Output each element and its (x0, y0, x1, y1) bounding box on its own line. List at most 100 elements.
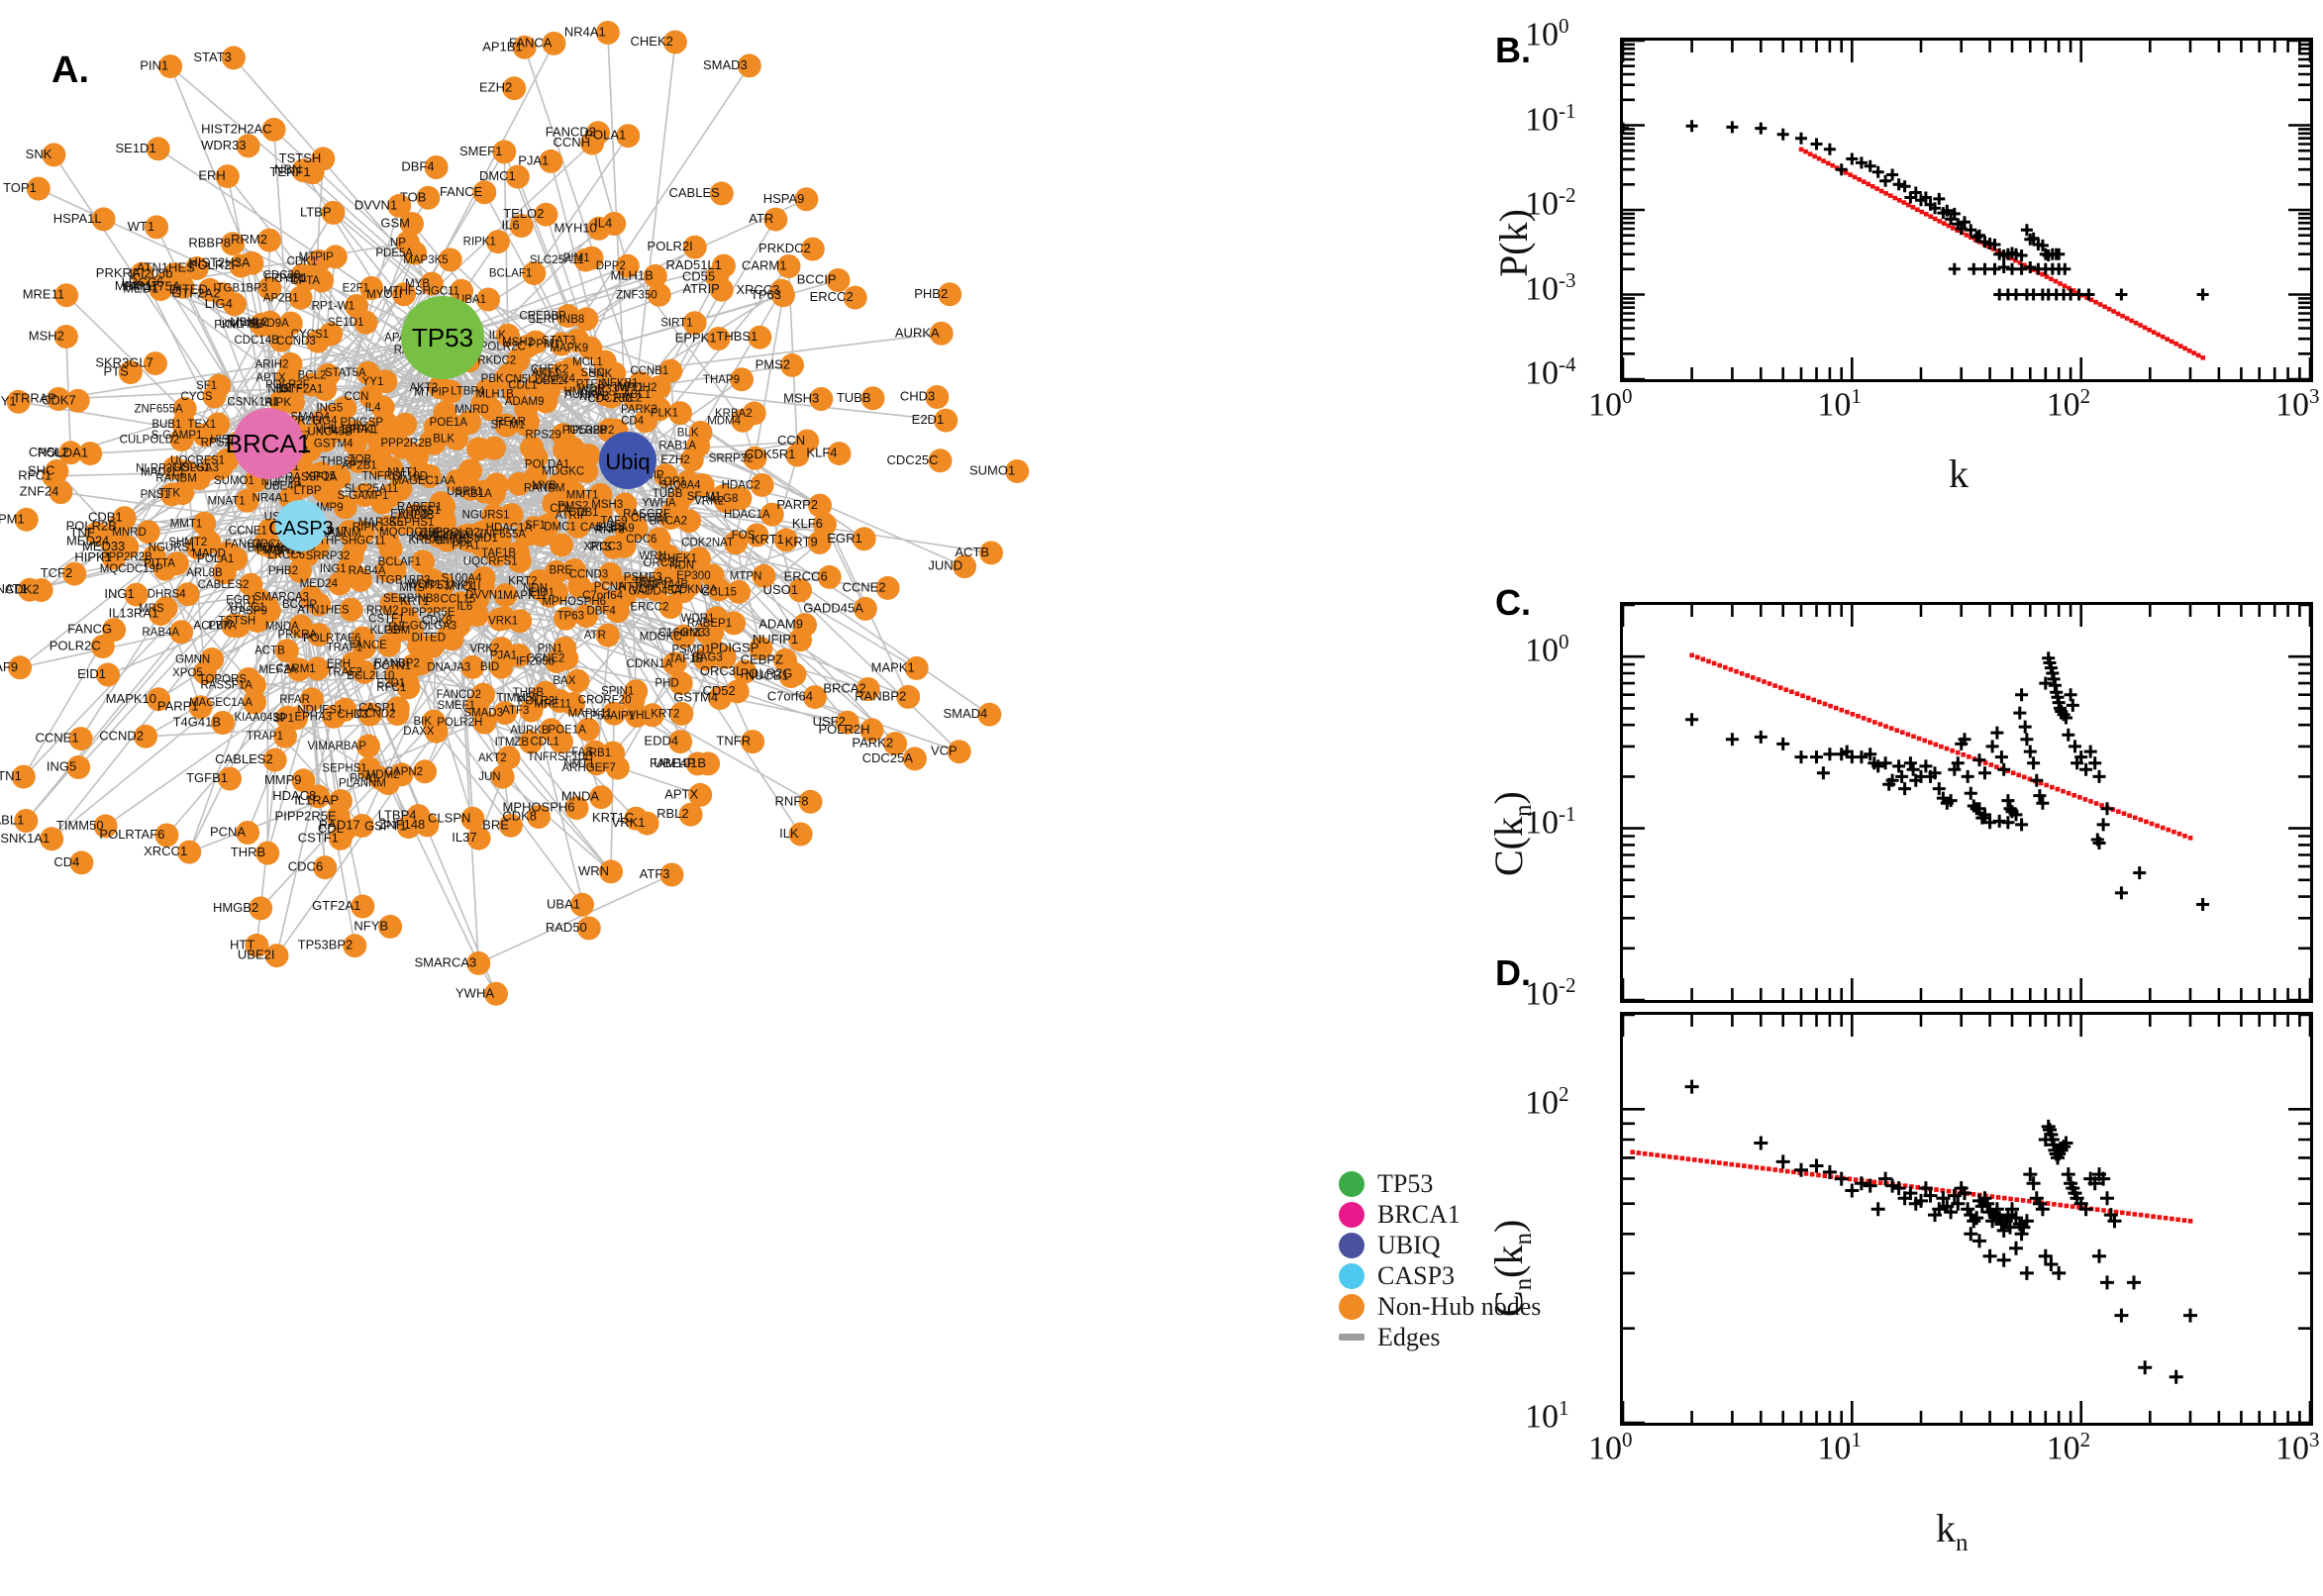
network-node[interactable] (378, 537, 403, 561)
network-node[interactable] (534, 202, 558, 227)
network-node[interactable] (262, 748, 287, 772)
network-node[interactable] (134, 724, 157, 748)
network-node[interactable] (596, 371, 621, 396)
network-node[interactable] (62, 561, 87, 586)
network-node[interactable] (466, 437, 491, 461)
network-node[interactable] (542, 31, 566, 55)
network-node[interactable] (14, 809, 39, 833)
network-node[interactable] (928, 449, 953, 473)
network-node[interactable] (387, 193, 412, 218)
hub-node-tp53[interactable] (401, 296, 484, 379)
network-node[interactable] (788, 578, 812, 603)
network-node[interactable] (570, 892, 594, 917)
network-node[interactable] (65, 388, 90, 413)
network-node[interactable] (752, 563, 776, 588)
network-node[interactable] (524, 446, 549, 470)
network-node[interactable] (149, 602, 173, 627)
network-node[interactable] (149, 277, 173, 301)
network-node[interactable] (505, 164, 530, 189)
network-node[interactable] (40, 827, 64, 851)
network-node[interactable] (579, 246, 604, 270)
network-node[interactable] (236, 821, 260, 845)
network-node[interactable] (69, 850, 94, 875)
network-node[interactable] (385, 696, 410, 721)
network-node[interactable] (476, 287, 500, 312)
network-node[interactable] (576, 916, 601, 941)
network-node[interactable] (492, 140, 517, 164)
network-node[interactable] (393, 510, 418, 535)
network-node[interactable] (524, 330, 549, 354)
network-node[interactable] (8, 655, 33, 680)
network-node[interactable] (859, 718, 884, 743)
network-node[interactable] (172, 397, 197, 421)
network-node[interactable] (523, 465, 548, 490)
network-node[interactable] (355, 360, 380, 385)
network-node[interactable] (66, 755, 91, 779)
network-node[interactable] (142, 545, 166, 569)
network-node[interactable] (417, 464, 442, 488)
network-node[interactable] (311, 478, 336, 503)
network-node[interactable] (489, 654, 514, 679)
network-node[interactable] (26, 176, 50, 201)
network-node[interactable] (542, 491, 566, 516)
network-node[interactable] (730, 367, 754, 392)
network-node[interactable] (158, 54, 183, 79)
network-node[interactable] (186, 466, 211, 491)
network-node[interactable] (782, 662, 807, 687)
hub-node-ubiq[interactable] (599, 432, 656, 489)
network-node[interactable] (96, 662, 120, 687)
network-node[interactable] (53, 325, 78, 349)
network-node[interactable] (423, 508, 448, 533)
network-node[interactable] (175, 582, 200, 607)
network-node[interactable] (668, 671, 693, 696)
network-node[interactable] (599, 859, 623, 884)
network-node[interactable] (154, 823, 179, 848)
network-node[interactable] (424, 719, 449, 744)
network-node[interactable] (305, 329, 330, 353)
network-node[interactable] (333, 495, 357, 520)
network-node[interactable] (724, 531, 748, 555)
network-node[interactable] (215, 164, 240, 189)
network-node[interactable] (788, 628, 813, 652)
network-node[interactable] (925, 385, 950, 409)
network-node[interactable] (264, 944, 289, 968)
network-node[interactable] (212, 560, 237, 585)
network-node[interactable] (106, 515, 131, 540)
network-node[interactable] (493, 583, 518, 608)
network-node[interactable] (809, 387, 834, 411)
network-node[interactable] (420, 271, 444, 296)
network-node[interactable] (519, 730, 544, 754)
network-node[interactable] (450, 278, 474, 303)
network-node[interactable] (640, 703, 664, 728)
network-node[interactable] (275, 705, 300, 730)
network-node[interactable] (424, 155, 449, 179)
network-node[interactable] (91, 207, 116, 232)
network-node[interactable] (671, 624, 696, 648)
network-node[interactable] (808, 493, 832, 518)
network-node[interactable] (411, 549, 436, 574)
network-node[interactable] (278, 351, 303, 376)
network-node[interactable] (458, 458, 482, 483)
network-node[interactable] (800, 237, 825, 261)
network-node[interactable] (722, 611, 747, 636)
network-node[interactable] (759, 502, 784, 527)
network-node[interactable] (528, 685, 553, 710)
network-node[interactable] (794, 187, 819, 212)
network-node[interactable] (465, 693, 489, 718)
hub-node-brca1[interactable] (233, 408, 304, 479)
network-node[interactable] (305, 656, 330, 681)
network-node[interactable] (206, 412, 231, 437)
network-node[interactable] (255, 841, 280, 865)
network-node[interactable] (313, 855, 338, 880)
network-node[interactable] (438, 248, 462, 272)
network-node[interactable] (709, 277, 734, 302)
network-node[interactable] (102, 618, 127, 643)
network-node[interactable] (776, 254, 801, 278)
network-node[interactable] (550, 360, 574, 385)
network-node[interactable] (582, 745, 607, 769)
network-node[interactable] (245, 933, 269, 957)
network-node[interactable] (904, 655, 929, 680)
network-node[interactable] (415, 813, 440, 838)
network-node[interactable] (668, 730, 693, 754)
network-node[interactable] (574, 307, 599, 332)
